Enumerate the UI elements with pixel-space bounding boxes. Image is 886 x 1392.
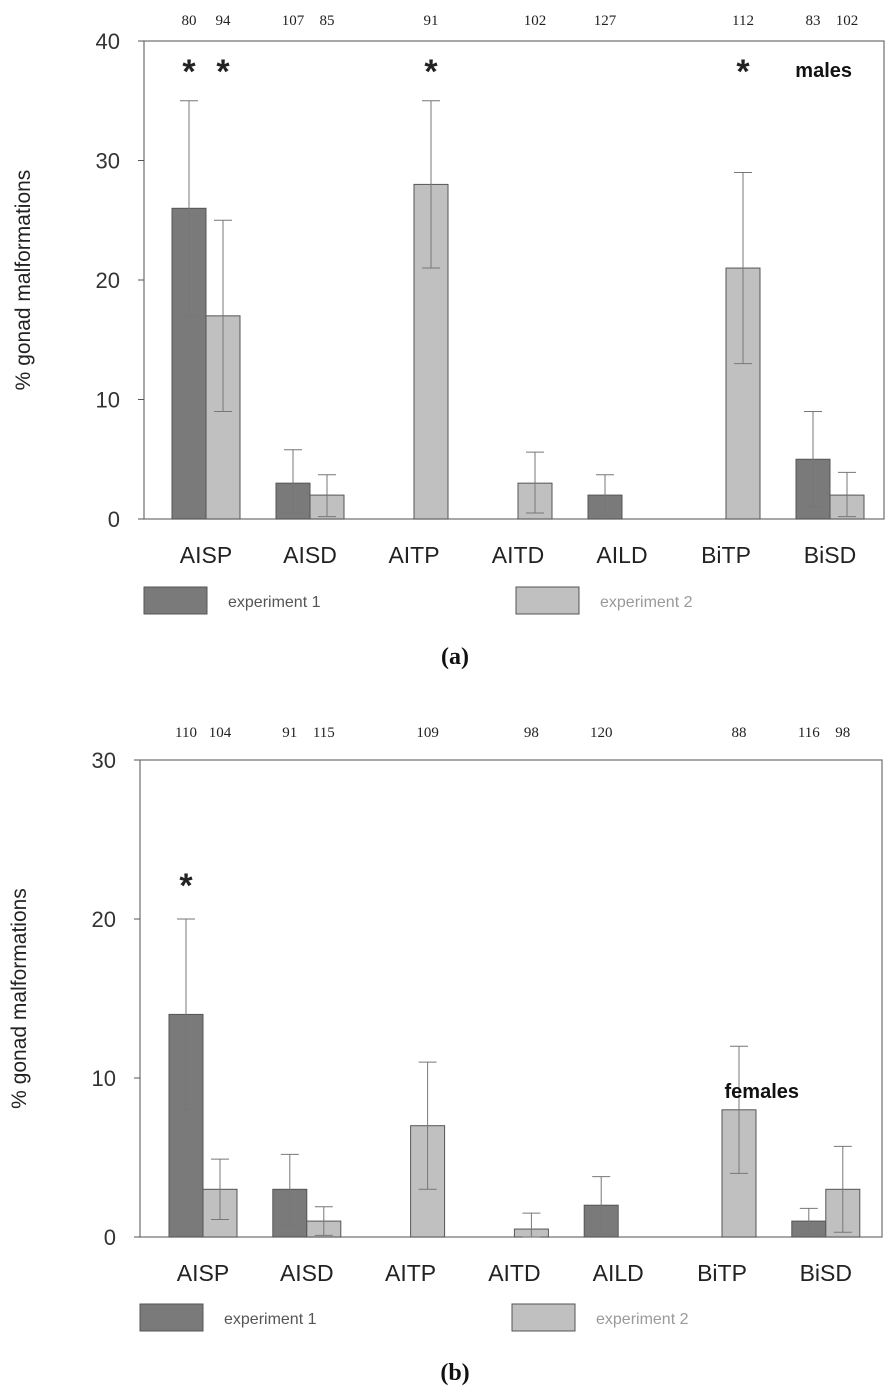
legend-swatch bbox=[515, 586, 580, 615]
sample-size-label: 85 bbox=[320, 13, 335, 29]
category-label: AILD bbox=[593, 1260, 644, 1286]
sample-size-label: 102 bbox=[524, 13, 547, 29]
sample-size-label: 98 bbox=[524, 725, 539, 741]
sample-size-label: 116 bbox=[798, 725, 820, 741]
sample-size-label: 91 bbox=[424, 13, 439, 29]
category-label: AITP bbox=[388, 542, 439, 568]
category-label: AITD bbox=[488, 1260, 540, 1286]
legend-swatch bbox=[511, 1303, 576, 1332]
sample-size-label: 94 bbox=[216, 13, 232, 29]
category-label: BiTP bbox=[701, 542, 751, 568]
sample-size-label: 80 bbox=[182, 13, 197, 29]
y-tick-label: 30 bbox=[92, 748, 116, 773]
sample-size-label: 120 bbox=[590, 725, 613, 741]
category-label: BiSD bbox=[804, 542, 856, 568]
category-label: BiTP bbox=[697, 1260, 747, 1286]
category-label: BiSD bbox=[800, 1260, 852, 1286]
sample-size-label: 115 bbox=[313, 725, 335, 741]
legend-label: experiment 1 bbox=[224, 1311, 317, 1328]
significance-star: * bbox=[736, 53, 750, 91]
sample-size-label: 83 bbox=[806, 13, 821, 29]
legend-label: experiment 2 bbox=[600, 594, 693, 611]
sample-size-label: 112 bbox=[732, 13, 754, 29]
chart-panel-b: 0 10 20 30 % gonad malformations 110 * 104 AISP 9… bbox=[8, 725, 883, 1386]
y-axis-label: % gonad malformations bbox=[12, 170, 35, 391]
chart-panel-a: 0 10 20 30 40 % gonad malformations 80 * 94 * AISP… bbox=[12, 13, 885, 670]
category-label: AILD bbox=[596, 542, 647, 568]
y-tick-label: 40 bbox=[96, 29, 120, 54]
sample-size-label: 109 bbox=[416, 725, 439, 741]
sex-annotation: females bbox=[725, 1081, 800, 1103]
legend-label: experiment 2 bbox=[596, 1311, 689, 1328]
y-tick-label: 0 bbox=[104, 1225, 116, 1250]
y-tick-label: 20 bbox=[96, 268, 120, 293]
category-label: AITP bbox=[385, 1260, 436, 1286]
y-tick-label: 10 bbox=[92, 1066, 116, 1091]
significance-star: * bbox=[216, 53, 230, 91]
legend-label: experiment 1 bbox=[228, 594, 321, 611]
y-tick-label: 0 bbox=[108, 507, 120, 532]
sample-size-label: 104 bbox=[209, 725, 232, 741]
sample-size-label: 91 bbox=[282, 725, 297, 741]
plot-frame bbox=[139, 759, 883, 1238]
legend-swatch bbox=[139, 1303, 204, 1332]
category-label: AISP bbox=[180, 542, 232, 568]
sex-annotation: males bbox=[795, 60, 852, 82]
y-axis-label: % gonad malformations bbox=[8, 888, 31, 1109]
panel-label: (a) bbox=[441, 644, 469, 670]
category-label: AITD bbox=[492, 542, 544, 568]
legend-swatch bbox=[143, 586, 208, 615]
sample-size-label: 88 bbox=[732, 725, 747, 741]
significance-star: * bbox=[424, 53, 438, 91]
bar bbox=[413, 183, 449, 520]
significance-star: * bbox=[182, 53, 196, 91]
category-label: AISD bbox=[283, 542, 337, 568]
sample-size-label: 127 bbox=[594, 13, 617, 29]
y-tick-label: 20 bbox=[92, 907, 116, 932]
y-tick-label: 10 bbox=[96, 388, 120, 413]
sample-size-label: 98 bbox=[835, 725, 850, 741]
y-tick-label: 30 bbox=[96, 149, 120, 174]
significance-star: * bbox=[179, 867, 193, 905]
sample-size-label: 110 bbox=[175, 725, 197, 741]
sample-size-label: 102 bbox=[836, 13, 859, 29]
sample-size-label: 107 bbox=[282, 13, 305, 29]
category-label: AISP bbox=[177, 1260, 229, 1286]
panel-label: (b) bbox=[440, 1360, 469, 1386]
plot-frame bbox=[143, 40, 885, 520]
category-label: AISD bbox=[280, 1260, 334, 1286]
